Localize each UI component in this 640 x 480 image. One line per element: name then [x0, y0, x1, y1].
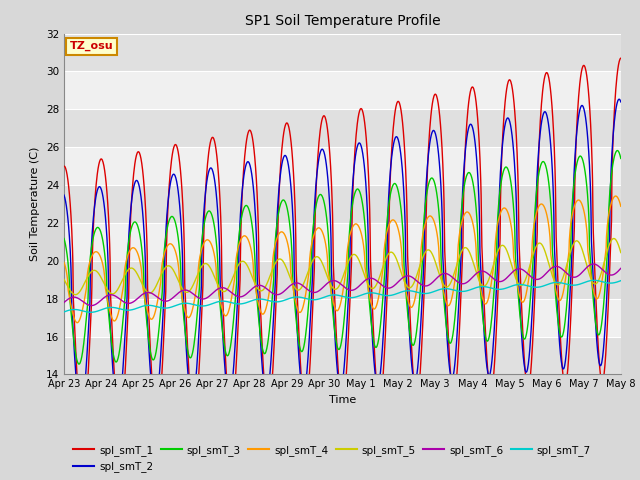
Legend: spl_smT_1, spl_smT_2, spl_smT_3, spl_smT_4, spl_smT_5, spl_smT_6, spl_smT_7: spl_smT_1, spl_smT_2, spl_smT_3, spl_smT…	[69, 441, 595, 476]
spl_smT_4	[551, 283, 559, 288]
spl_smT_2	[617, 99, 625, 105]
spl_smT_7	[590, 277, 598, 283]
spl_smT_5	[610, 236, 618, 241]
Title: SP1 Soil Temperature Profile: SP1 Soil Temperature Profile	[244, 14, 440, 28]
spl_smT_4	[612, 193, 620, 199]
spl_smT_5	[502, 246, 509, 252]
spl_smT_6	[184, 288, 192, 294]
spl_smT_6	[88, 303, 95, 309]
Bar	[64, 147, 621, 185]
spl_smT_1	[617, 55, 625, 61]
Bar	[64, 185, 621, 223]
spl_smT_5	[429, 253, 437, 259]
spl_smT_2	[60, 192, 68, 198]
spl_smT_1	[502, 92, 509, 98]
spl_smT_4	[617, 204, 625, 209]
spl_smT_3	[429, 176, 437, 182]
spl_smT_7	[502, 285, 509, 291]
spl_smT_1	[429, 96, 437, 102]
spl_smT_5	[184, 289, 192, 295]
spl_smT_2	[77, 408, 84, 414]
spl_smT_7	[617, 278, 625, 284]
Y-axis label: Soil Temperature (C): Soil Temperature (C)	[30, 147, 40, 261]
spl_smT_2	[246, 165, 254, 170]
Bar	[64, 34, 621, 72]
Bar	[64, 223, 621, 261]
spl_smT_6	[429, 279, 437, 285]
spl_smT_3	[246, 213, 254, 218]
spl_smT_7	[429, 289, 437, 295]
spl_smT_6	[589, 261, 597, 267]
spl_smT_2	[184, 374, 192, 380]
Line: spl_smT_7: spl_smT_7	[64, 280, 621, 312]
spl_smT_4	[502, 206, 509, 212]
spl_smT_7	[87, 310, 95, 315]
Bar	[64, 109, 621, 147]
spl_smT_7	[184, 300, 192, 306]
spl_smT_1	[246, 128, 254, 134]
Line: spl_smT_4: spl_smT_4	[64, 196, 621, 323]
spl_smT_2	[551, 258, 559, 264]
spl_smT_3	[171, 217, 179, 223]
spl_smT_1	[171, 142, 179, 148]
spl_smT_6	[171, 293, 179, 299]
spl_smT_1	[79, 427, 86, 432]
spl_smT_1	[60, 163, 68, 169]
spl_smT_3	[502, 164, 509, 170]
spl_smT_3	[76, 361, 83, 367]
Text: TZ_osu: TZ_osu	[70, 41, 113, 51]
Line: spl_smT_5: spl_smT_5	[64, 239, 621, 295]
spl_smT_4	[246, 244, 254, 250]
spl_smT_3	[614, 148, 621, 154]
spl_smT_2	[171, 172, 179, 178]
spl_smT_4	[74, 320, 81, 325]
spl_smT_6	[60, 300, 68, 305]
spl_smT_5	[246, 270, 254, 276]
spl_smT_4	[429, 216, 437, 222]
spl_smT_2	[502, 119, 509, 124]
X-axis label: Time: Time	[329, 395, 356, 405]
spl_smT_5	[72, 292, 79, 298]
Line: spl_smT_3: spl_smT_3	[64, 151, 621, 364]
Bar	[64, 336, 621, 374]
spl_smT_5	[617, 250, 625, 255]
spl_smT_6	[246, 288, 254, 293]
spl_smT_7	[246, 298, 254, 304]
Line: spl_smT_2: spl_smT_2	[64, 99, 621, 411]
Line: spl_smT_1: spl_smT_1	[64, 58, 621, 430]
spl_smT_4	[60, 260, 68, 265]
spl_smT_7	[171, 303, 179, 309]
spl_smT_6	[551, 264, 559, 269]
Bar	[64, 261, 621, 299]
spl_smT_3	[184, 350, 192, 356]
spl_smT_6	[617, 265, 625, 271]
spl_smT_5	[171, 270, 179, 276]
Line: spl_smT_6: spl_smT_6	[64, 264, 621, 306]
spl_smT_2	[616, 96, 623, 102]
spl_smT_7	[551, 280, 559, 286]
spl_smT_3	[60, 236, 68, 241]
spl_smT_5	[60, 276, 68, 282]
spl_smT_1	[551, 167, 559, 173]
spl_smT_4	[184, 314, 192, 320]
spl_smT_4	[171, 246, 179, 252]
spl_smT_6	[502, 276, 509, 282]
spl_smT_3	[617, 156, 625, 161]
spl_smT_7	[60, 309, 68, 315]
Bar	[64, 299, 621, 336]
spl_smT_3	[551, 285, 559, 291]
spl_smT_2	[429, 128, 437, 133]
spl_smT_5	[551, 279, 559, 285]
Bar	[64, 72, 621, 109]
spl_smT_1	[184, 357, 192, 362]
